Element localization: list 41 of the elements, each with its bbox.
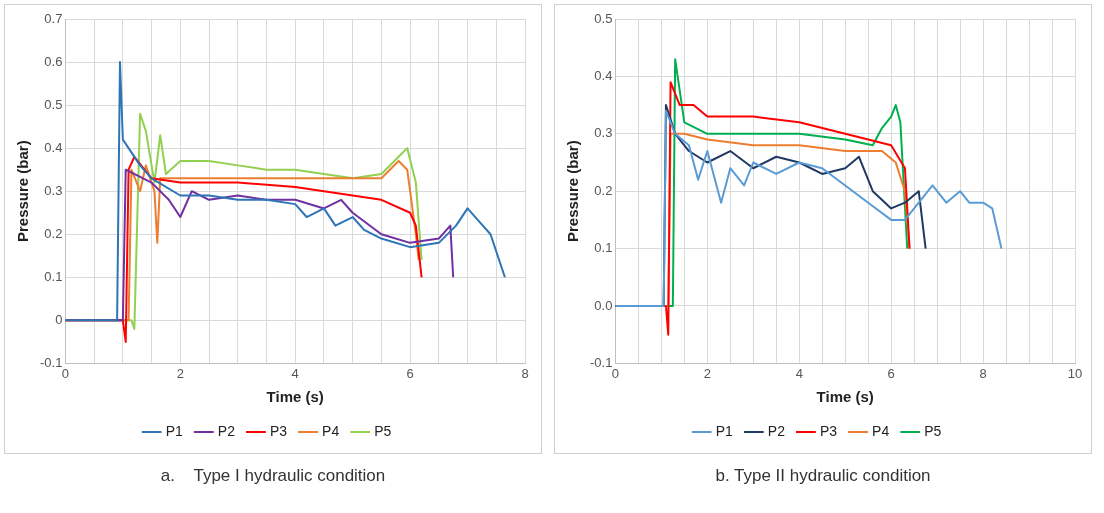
- y-tick-label: 0.4: [44, 139, 63, 155]
- legend-label: P1: [165, 422, 184, 439]
- legend-label: P1: [715, 422, 734, 439]
- y-tick-label: 0.0: [594, 297, 613, 313]
- x-axis-title: Time (s): [816, 388, 874, 406]
- x-tick-label: 2: [703, 365, 711, 381]
- y-tick-label: -0.1: [589, 354, 613, 370]
- y-tick-label: 0.4: [594, 67, 613, 83]
- y-tick-label: 0.5: [44, 96, 63, 112]
- x-tick-label: 4: [795, 365, 803, 381]
- text: a. Type I hydraulic condition: [159, 466, 387, 486]
- y-tick-label: 0.7: [44, 10, 63, 26]
- text: b. Type II hydraulic condition: [714, 466, 932, 486]
- x-axis-title: Time (s): [266, 388, 324, 406]
- legend-label: P2: [767, 422, 786, 439]
- legend-label: P5: [924, 422, 942, 439]
- y-axis-title: Pressure (bar): [564, 140, 582, 243]
- y-tick-label: 0.3: [594, 125, 613, 141]
- x-tick-label: 10: [1067, 365, 1083, 381]
- x-tick-label: 6: [406, 365, 414, 381]
- legend-label: P5: [374, 422, 392, 439]
- legend-label: P4: [322, 422, 340, 439]
- legend-label: P2: [217, 422, 236, 439]
- y-tick-label: 0: [55, 311, 63, 327]
- y-tick-label: 0.2: [594, 182, 613, 198]
- x-tick-label: 4: [291, 365, 299, 381]
- x-tick-label: 8: [521, 365, 529, 381]
- x-tick-label: 6: [887, 365, 895, 381]
- y-tick-label: 0.6: [44, 53, 63, 69]
- legend-label: P3: [819, 422, 838, 439]
- x-tick-label: 8: [979, 365, 987, 381]
- y-tick-label: 0.2: [44, 225, 63, 241]
- y-tick-label: 0.1: [44, 268, 63, 284]
- y-tick-label: 0.1: [594, 240, 613, 256]
- y-tick-label: 0.3: [44, 182, 63, 198]
- legend-label: P4: [872, 422, 890, 439]
- legend-label: P3: [269, 422, 288, 439]
- y-tick-label: 0.5: [594, 10, 613, 26]
- x-tick-label: 2: [176, 365, 184, 381]
- y-tick-label: -0.1: [39, 354, 63, 370]
- y-axis-title: Pressure (bar): [14, 140, 32, 243]
